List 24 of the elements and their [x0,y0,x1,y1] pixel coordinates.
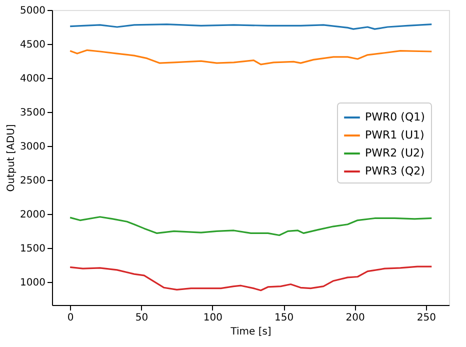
y-tick-label: 2000 [20,210,46,221]
x-tick-label: 250 [416,312,436,324]
y-axis-title: Output [ADU] [6,124,18,192]
x-tick-label: 200 [346,312,365,324]
x-tick-label: 50 [135,312,148,324]
legend-label: PWR1 (U1) [365,128,424,142]
x-tick-label: 100 [203,312,222,324]
line-series [69,266,432,292]
y-tick-label: 2500 [20,176,46,187]
y-tick-label: 5000 [20,6,46,16]
line-series [69,49,432,66]
y-tick-label: 1500 [20,244,46,255]
legend-label: PWR2 (U2) [365,146,424,160]
legend-label: PWR3 (Q2) [365,164,425,178]
x-tick-label: 0 [67,312,74,324]
x-axis-title: Time [s] [230,326,272,338]
y-tick-label: 4000 [20,74,46,85]
y-tick-label: 3000 [20,142,46,153]
legend-label: PWR0 (Q1) [365,110,425,124]
x-tick-label: 150 [274,312,294,324]
y-tick-label: 4500 [20,40,46,51]
line-series [69,216,432,236]
y-tick-label: 3500 [20,108,46,119]
y-tick-label: 1000 [20,278,46,289]
